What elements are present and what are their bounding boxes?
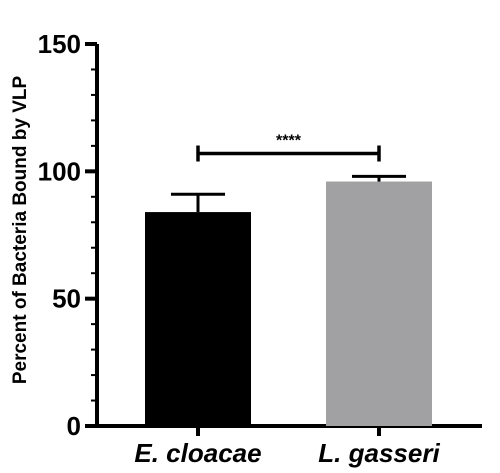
y-ticks: 0 50 100 150 <box>38 29 97 441</box>
bar-e-cloacae <box>145 212 251 426</box>
y-tick-label: 150 <box>38 29 81 59</box>
x-tick-label: L. gasseri <box>318 438 440 468</box>
x-tick-label: E. cloacae <box>134 438 261 468</box>
bars <box>145 181 432 426</box>
significance-label: **** <box>276 133 302 150</box>
y-tick-label: 50 <box>52 284 81 314</box>
x-ticks: E. cloacae L. gasseri <box>134 426 440 468</box>
bar-l-gasseri <box>326 181 432 426</box>
error-bars <box>171 174 406 213</box>
y-tick-label: 100 <box>38 156 81 186</box>
significance-bracket: **** <box>196 133 381 162</box>
y-axis-title: Percent of Bacteria Bound by VLP <box>10 76 31 385</box>
y-tick-label: 0 <box>67 411 81 441</box>
